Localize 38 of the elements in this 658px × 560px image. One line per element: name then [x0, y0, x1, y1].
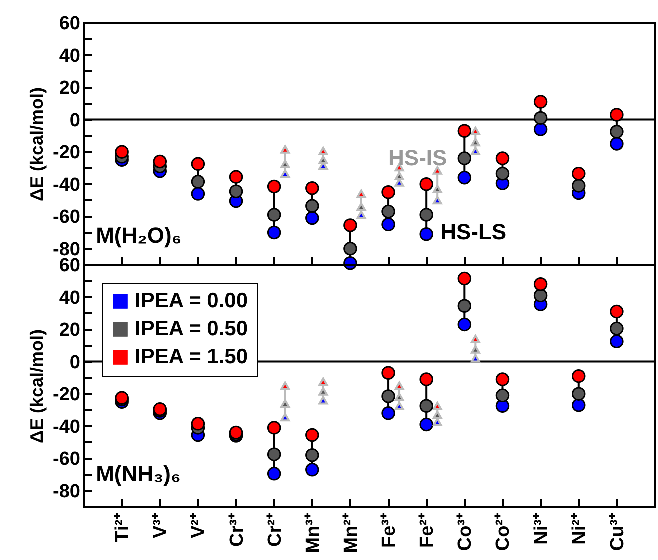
x-tick-label: Fe²⁺ [417, 512, 438, 548]
y-tick-label: 20 [59, 78, 80, 100]
x-tick-label: V²⁺ [188, 512, 210, 538]
y-tick-label: 60 [59, 256, 80, 276]
y-tick-label: 60 [59, 14, 80, 34]
y-tick-label: 20 [59, 320, 80, 342]
x-tick-label: Co³⁺ [455, 512, 476, 552]
x-tick-label: Co²⁺ [493, 512, 514, 552]
x-tick-label: Ni²⁺ [569, 512, 590, 545]
y-tick-label: 40 [59, 46, 80, 67]
x-tick-label: Ti²⁺ [112, 512, 134, 542]
y-axis-title: ΔE (kcal/mol) [27, 330, 48, 444]
x-tick-label: Ni³⁺ [531, 512, 552, 545]
x-tick-label: Mn³⁺ [302, 512, 324, 554]
x-tick-label: Cr³⁺ [226, 512, 248, 547]
y-tick-label: -80 [53, 481, 80, 502]
y-axis-title: ΔE (kcal/mol) [27, 88, 48, 202]
x-tick-label: V³⁺ [150, 512, 172, 538]
annotation: HS-IS [388, 146, 448, 171]
annotation: M(H₂O)₆ [96, 222, 182, 248]
y-tick-label: 0 [70, 352, 80, 374]
legend-label: IPEA = 0.00 [135, 290, 248, 312]
annotation: M(NH₃)₆ [96, 462, 181, 487]
y-tick-label: -20 [53, 384, 80, 406]
legend-label: IPEA = 1.50 [135, 346, 248, 368]
y-tick-label: -40 [53, 174, 80, 196]
y-tick-label: -20 [53, 142, 80, 164]
legend-label: IPEA = 0.50 [135, 318, 248, 340]
x-tick-label: Cu³⁺ [607, 512, 628, 552]
x-tick-label: Mn²⁺ [340, 512, 362, 554]
y-tick-label: -40 [53, 416, 80, 438]
y-tick-label: 40 [59, 288, 80, 309]
x-tick-label: Cr²⁺ [264, 512, 286, 547]
x-tick-label: Fe³⁺ [379, 512, 400, 548]
y-tick-label: -60 [53, 449, 80, 470]
y-tick-label: -60 [53, 207, 80, 228]
y-tick-label: 0 [70, 110, 80, 132]
annotation: HS-LS [440, 220, 507, 245]
